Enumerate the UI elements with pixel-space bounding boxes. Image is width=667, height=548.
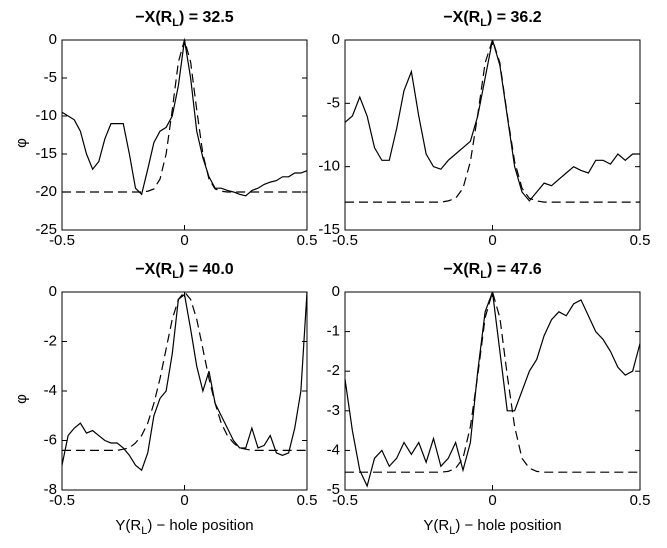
- chart-title-part: −X(R: [443, 261, 480, 278]
- data-line: [344, 39, 640, 202]
- x-axis-label: Y(RL) − hole position: [115, 517, 253, 537]
- chart-title-part: −X(R: [135, 261, 172, 278]
- chart-title-part: L: [480, 269, 487, 281]
- plot-frame: [344, 291, 641, 491]
- chart-title-part: ) = 36.2: [487, 9, 542, 26]
- y-tick-label: -1: [327, 323, 340, 340]
- data-line: [61, 39, 308, 197]
- chart-title-part: −X(R: [443, 9, 480, 26]
- y-tick-label: 0: [49, 31, 57, 48]
- x-axis-label-part: ) − hole position: [147, 517, 253, 534]
- y-axis-label: φ: [13, 138, 30, 148]
- x-tick-label: 0: [180, 232, 188, 249]
- data-line: [62, 37, 307, 193]
- x-tick-label: 0.5: [297, 232, 318, 249]
- chart-title: −X(RL) = 47.6: [443, 261, 541, 281]
- data-line: [61, 291, 308, 472]
- y-tick-label: -25: [35, 221, 57, 238]
- y-tick-label: -15: [318, 221, 340, 238]
- x-tick-label: 0.5: [297, 492, 318, 509]
- chart-title-part: ) = 40.0: [179, 261, 234, 278]
- plot-frame: [344, 39, 641, 231]
- chart-title-part: L: [480, 17, 487, 29]
- x-axis-label: Y(RL) − hole position: [423, 517, 561, 537]
- data-line: [345, 38, 640, 203]
- y-tick-label: -5: [327, 481, 340, 498]
- y-tick-label: -4: [44, 382, 57, 399]
- chart-title: −X(RL) = 32.5: [135, 9, 233, 29]
- chart-title-part: ) = 32.5: [179, 9, 234, 26]
- x-tick-label: 0.5: [630, 232, 651, 249]
- y-tick-label: -5: [44, 69, 57, 86]
- x-axis-label-part: L: [449, 525, 455, 537]
- x-tick-label: -0.5: [49, 232, 75, 249]
- x-axis-label-part: L: [141, 525, 147, 537]
- y-tick-label: 0: [332, 283, 340, 300]
- chart-title-part: −X(R: [135, 9, 172, 26]
- x-axis-label-part: Y(R: [423, 517, 449, 534]
- data-line: [344, 291, 641, 488]
- chart-title-part: L: [172, 269, 179, 281]
- chart-title-part: L: [172, 17, 179, 29]
- x-axis-label-part: Y(R: [115, 517, 141, 534]
- y-tick-label: -2: [44, 332, 57, 349]
- plot-frame: [61, 39, 308, 231]
- x-tick-label: -0.5: [332, 232, 358, 249]
- y-axis-label: φ: [13, 394, 30, 404]
- x-tick-label: 0: [180, 492, 188, 509]
- y-tick-label: -10: [318, 158, 340, 175]
- y-tick-label: -8: [44, 481, 57, 498]
- y-tick-label: 0: [332, 31, 340, 48]
- y-tick-label: -15: [35, 145, 57, 162]
- x-tick-label: 0: [488, 232, 496, 249]
- x-tick-label: -0.5: [332, 492, 358, 509]
- x-axis-label-part: ) − hole position: [455, 517, 561, 534]
- y-tick-label: -4: [327, 441, 340, 458]
- y-tick-label: -2: [327, 362, 340, 379]
- data-line: [62, 291, 307, 451]
- y-tick-label: -20: [35, 183, 57, 200]
- y-tick-label: 0: [49, 283, 57, 300]
- x-tick-label: 0.5: [630, 492, 651, 509]
- y-tick-label: -6: [44, 431, 57, 448]
- chart-title: −X(RL) = 40.0: [135, 261, 233, 281]
- y-tick-label: -5: [327, 94, 340, 111]
- y-tick-label: -10: [35, 107, 57, 124]
- plot-frame: [61, 291, 308, 491]
- data-line: [345, 289, 640, 473]
- x-tick-label: 0: [488, 492, 496, 509]
- chart-title: −X(RL) = 36.2: [443, 9, 541, 29]
- y-tick-label: -3: [327, 402, 340, 419]
- x-tick-label: -0.5: [49, 492, 75, 509]
- chart-title-part: ) = 47.6: [487, 261, 542, 278]
